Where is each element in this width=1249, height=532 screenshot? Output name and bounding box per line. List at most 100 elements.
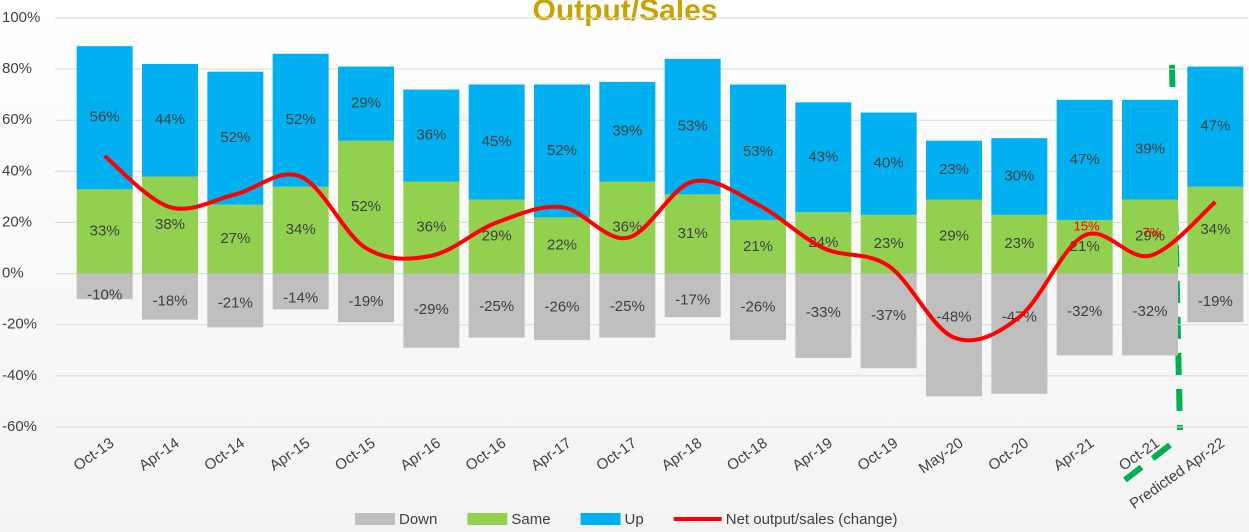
x-tick-label: Apr-14 [136, 435, 183, 475]
data-label: -18% [152, 292, 187, 309]
bar-segment [730, 273, 786, 341]
data-label: -21% [218, 295, 253, 312]
data-label: 38% [155, 216, 185, 233]
bar-segment [1056, 99, 1113, 220]
data-label: 29% [1135, 228, 1165, 245]
data-label: 52% [547, 142, 577, 159]
data-label: 36% [612, 219, 642, 236]
bar-segment [338, 273, 394, 323]
x-tick-label: Apr-16 [397, 435, 444, 475]
bar-segment [926, 199, 982, 274]
data-label: 53% [678, 118, 708, 135]
bar-segment [142, 176, 198, 274]
x-tick-label: Oct-20 [985, 435, 1032, 475]
data-label: 36% [416, 219, 446, 236]
bar-segment [664, 194, 721, 274]
data-label: -32% [1132, 303, 1167, 320]
x-tick-label: Apr-17 [528, 435, 575, 475]
bar-segment [207, 204, 264, 274]
data-label: 27% [220, 230, 250, 247]
data-label: -26% [740, 299, 775, 316]
data-label: -37% [871, 307, 906, 324]
data-label: 53% [743, 143, 773, 160]
bar-segment [1122, 99, 1178, 200]
bar-segment [468, 84, 525, 200]
data-label: -33% [806, 304, 841, 321]
bar-segment [272, 186, 329, 274]
data-label: 47% [1070, 151, 1100, 168]
data-label: -29% [414, 301, 449, 318]
bar-segment [1187, 186, 1244, 274]
x-tick-label: Oct-18 [724, 435, 771, 475]
x-tick-label: Oct-19 [855, 435, 902, 475]
bar-segment [338, 66, 394, 141]
y-tick-label: 100% [2, 9, 40, 26]
bar-segment [338, 140, 394, 274]
x-tick-label: Oct-17 [593, 435, 640, 475]
legend-label: Down [399, 511, 437, 528]
data-label: 21% [1070, 238, 1100, 255]
legend-swatch [467, 513, 508, 525]
bar-segment [599, 273, 656, 338]
data-label: 34% [286, 221, 316, 238]
data-label: 33% [90, 222, 120, 239]
bar-segment [534, 217, 590, 274]
bar-segment [926, 273, 982, 397]
bar-segment [795, 102, 852, 213]
bar-segment [272, 273, 329, 310]
y-tick-label: 80% [2, 60, 32, 77]
x-tick-label: May-20 [916, 435, 967, 478]
data-label: 56% [90, 109, 120, 126]
x-tick-label: Oct-14 [201, 435, 248, 475]
x-tick-label: Apr-18 [659, 435, 706, 475]
data-label: -26% [544, 299, 579, 316]
data-label: 52% [220, 129, 250, 146]
data-label: 29% [482, 228, 512, 245]
line-label: 7% [1143, 225, 1162, 240]
x-tick-label: Apr-19 [789, 435, 836, 475]
bar-segment [534, 84, 590, 218]
data-label: -32% [1067, 303, 1102, 320]
y-tick-label: -20% [2, 316, 37, 333]
bar-segment [1122, 199, 1178, 274]
legend-label: Same [511, 511, 550, 528]
data-label: 30% [1004, 167, 1034, 184]
data-label: 40% [874, 155, 904, 172]
bar-segment [468, 273, 525, 338]
bar-segment [76, 46, 133, 190]
data-label: 23% [939, 161, 969, 178]
data-label: 24% [808, 234, 838, 251]
bar-segment [207, 71, 264, 205]
bar-segment [1056, 273, 1113, 356]
legend-label: Up [625, 511, 644, 528]
data-label: -48% [936, 309, 971, 326]
bar-segment [1122, 273, 1178, 356]
bar-segment [926, 140, 982, 200]
data-label: -17% [675, 292, 710, 309]
bar-segment [795, 273, 852, 358]
bar-segment [730, 219, 786, 274]
data-label: 21% [743, 238, 773, 255]
x-tick-label: Apr-21 [1051, 435, 1098, 475]
bar-segment [860, 273, 917, 369]
data-label: -10% [87, 286, 122, 303]
net-line [103, 154, 1217, 343]
line-label: 15% [1074, 219, 1100, 234]
bar-segment [403, 89, 460, 182]
data-label: 47% [1200, 118, 1230, 135]
data-label: 31% [678, 225, 708, 242]
bar-segment [207, 273, 264, 328]
data-label: 22% [547, 236, 577, 253]
bar-segment [860, 112, 917, 215]
data-label: 52% [286, 111, 316, 128]
y-tick-label: 40% [2, 162, 32, 179]
data-label: -25% [479, 298, 514, 315]
chart-title: Output/Sales [532, 0, 717, 27]
data-label: -19% [1198, 293, 1233, 310]
data-label: 36% [416, 127, 446, 144]
forecast-divider [1123, 442, 1172, 483]
x-tick-label: Oct-16 [463, 435, 510, 475]
data-label: 39% [612, 123, 642, 140]
legend-swatch [355, 513, 395, 525]
y-tick-label: 60% [2, 111, 32, 128]
